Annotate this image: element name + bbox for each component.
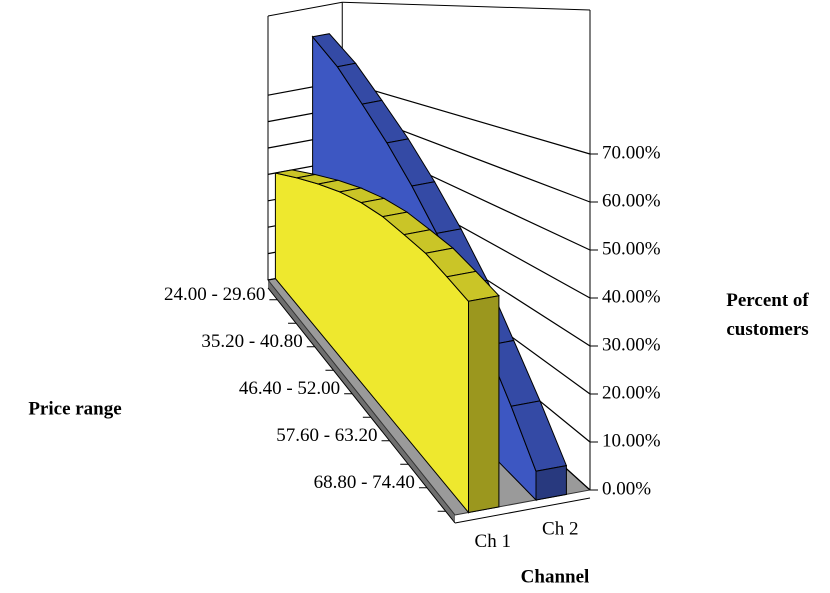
channel-axis bbox=[454, 497, 591, 524]
z-tick-label: Ch 1 bbox=[475, 531, 511, 552]
y-tick-label: 50.00% bbox=[602, 238, 661, 259]
y-tick-label: 30.00% bbox=[602, 334, 661, 355]
x-tick-label: 68.80 - 74.40 bbox=[314, 472, 415, 493]
x-tick-label: 57.60 - 63.20 bbox=[276, 425, 377, 446]
floor-side bbox=[268, 280, 455, 523]
y-tick-label: 10.00% bbox=[602, 430, 661, 451]
y-axis-title: Percent of customers bbox=[726, 290, 809, 340]
wall-edge bbox=[267, 1, 343, 17]
y-tick-label: 0.00% bbox=[602, 478, 651, 499]
category-axis bbox=[267, 287, 456, 524]
z-tick-label: Ch 2 bbox=[542, 519, 578, 540]
area-front bbox=[468, 295, 500, 514]
y-tick-label: 20.00% bbox=[602, 382, 661, 403]
area-front bbox=[535, 464, 567, 501]
x-tick-label: 24.00 - 29.60 bbox=[164, 284, 265, 305]
x-axis-title: Price range bbox=[28, 398, 121, 419]
y-tick-label: 70.00% bbox=[602, 142, 661, 163]
x-tick-label: 35.20 - 40.80 bbox=[201, 331, 302, 352]
y-tick-label: 40.00% bbox=[602, 286, 661, 307]
wall-edge bbox=[342, 1, 591, 11]
x-tick-label: 46.40 - 52.00 bbox=[239, 378, 340, 399]
z-axis-title: Channel bbox=[521, 566, 590, 587]
y-tick-label: 60.00% bbox=[602, 190, 661, 211]
